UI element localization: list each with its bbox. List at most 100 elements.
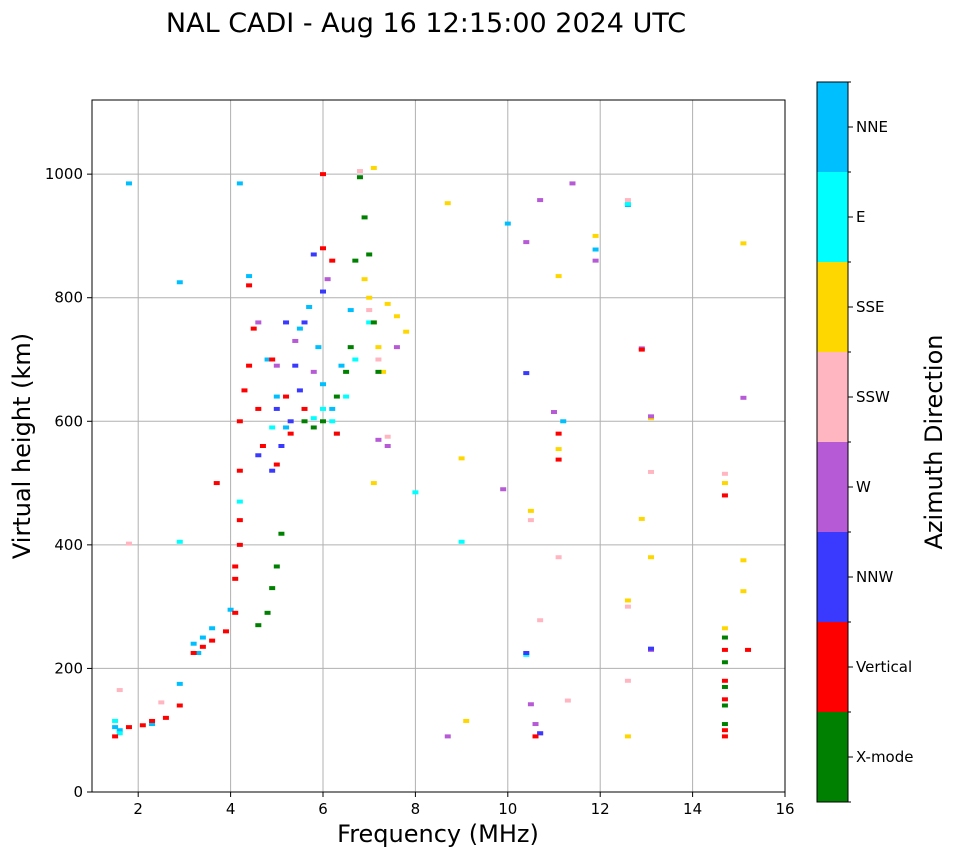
data-point <box>209 638 216 643</box>
data-point <box>158 700 165 705</box>
plot-frame <box>91 99 786 793</box>
data-point <box>740 558 747 563</box>
data-point <box>523 650 530 655</box>
data-point <box>745 647 752 652</box>
data-point <box>255 320 262 325</box>
data-point <box>352 258 359 263</box>
data-point <box>555 457 562 462</box>
colorbar-tick-label: E <box>856 208 865 226</box>
data-point <box>343 394 350 399</box>
data-point <box>190 641 197 646</box>
data-point <box>287 419 294 424</box>
data-point <box>338 363 345 368</box>
data-point <box>648 646 655 651</box>
data-point <box>366 320 373 325</box>
data-point <box>301 320 308 325</box>
data-point <box>310 425 317 430</box>
series-nnw <box>255 252 655 736</box>
data-point <box>116 688 123 693</box>
data-point <box>125 181 132 186</box>
data-point <box>209 626 216 631</box>
data-point <box>624 678 631 683</box>
data-point <box>375 437 382 442</box>
data-point <box>721 660 728 665</box>
data-point <box>740 395 747 400</box>
data-point <box>648 555 655 560</box>
data-point <box>320 419 326 424</box>
data-point <box>176 539 183 544</box>
data-point <box>721 647 728 652</box>
data-point <box>149 722 156 727</box>
data-point <box>527 702 534 707</box>
data-point <box>283 394 290 399</box>
data-point <box>292 338 299 343</box>
colorbar-tick-label: W <box>856 478 871 496</box>
x-tick-label: 2 <box>133 800 143 818</box>
data-point <box>236 499 243 504</box>
data-point <box>246 283 253 288</box>
colorbar-label: Azimuth Direction <box>920 335 948 550</box>
colorbar-segment <box>817 712 848 802</box>
data-point <box>537 618 544 623</box>
data-point <box>624 198 631 203</box>
data-point <box>624 734 631 739</box>
colorbar-segment <box>817 352 848 442</box>
data-point <box>269 586 276 591</box>
chart-title: NAL CADI - Aug 16 12:15:00 2024 UTC <box>166 8 686 39</box>
data-point <box>259 444 266 448</box>
data-point <box>199 644 206 649</box>
data-point <box>532 722 539 727</box>
x-tick-label: 4 <box>226 800 236 818</box>
colorbar-segment <box>817 442 848 532</box>
data-point <box>721 481 728 486</box>
x-tick-label: 16 <box>775 800 794 818</box>
series-sse <box>361 165 747 739</box>
data-point <box>384 444 391 448</box>
data-point <box>393 314 400 319</box>
data-point <box>310 416 317 421</box>
x-tick-label: 6 <box>318 800 328 818</box>
data-point <box>555 555 562 560</box>
data-point <box>246 274 253 279</box>
colorbar-tick-label: SSW <box>856 388 890 406</box>
data-point <box>721 734 728 739</box>
y-tick-label: 800 <box>54 289 83 307</box>
data-point <box>721 728 728 733</box>
data-point <box>624 201 631 206</box>
data-point <box>569 181 576 186</box>
data-point <box>356 175 363 180</box>
data-point <box>116 728 123 733</box>
colorbar-tick-label: SSE <box>856 298 885 316</box>
data-point <box>125 725 132 730</box>
data-point <box>236 181 243 186</box>
data-point <box>366 295 373 300</box>
data-point <box>375 345 382 350</box>
data-point <box>347 308 354 313</box>
data-point <box>458 539 465 544</box>
data-point <box>721 703 728 708</box>
y-axis-label: Virtual height (km) <box>8 333 36 559</box>
data-point <box>564 698 571 703</box>
series-vertical <box>112 172 752 739</box>
data-point <box>366 252 373 257</box>
data-point <box>638 347 645 352</box>
data-point <box>592 233 599 238</box>
data-point <box>721 684 728 689</box>
data-point <box>721 626 728 631</box>
data-point <box>393 345 400 350</box>
series-nne <box>112 181 631 733</box>
data-point <box>384 434 391 439</box>
data-point <box>333 394 340 399</box>
data-point <box>112 718 119 723</box>
data-point <box>555 447 562 452</box>
data-point <box>283 425 290 430</box>
data-point <box>139 723 146 728</box>
data-point <box>320 382 326 387</box>
data-point <box>232 610 239 615</box>
data-point <box>412 490 419 495</box>
data-point <box>320 289 326 294</box>
data-point <box>241 388 248 393</box>
data-point <box>366 308 373 313</box>
x-tick-label: 8 <box>411 800 421 818</box>
